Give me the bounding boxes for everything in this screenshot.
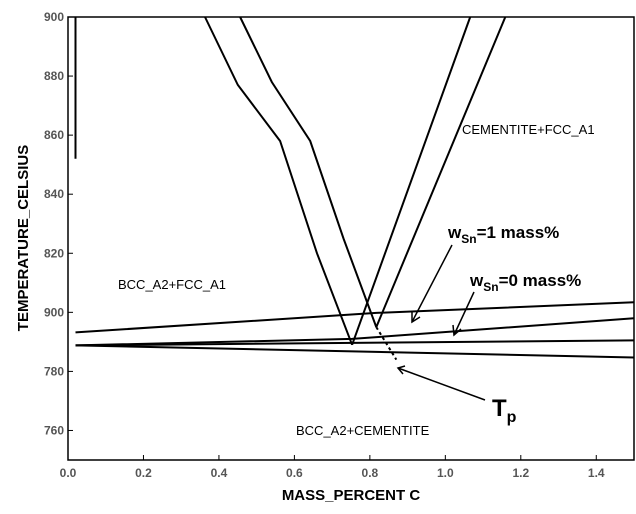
phase-boundary: [204, 16, 354, 346]
annotation: Tp: [492, 395, 517, 426]
x-tick-label: 0.8: [362, 466, 379, 480]
x-tick-label: 1.0: [437, 466, 454, 480]
y-tick-label: 760: [44, 423, 64, 437]
annotation-sub: Sn: [483, 280, 498, 294]
y-tick-label: 900: [44, 10, 64, 24]
x-axis-title: MASS_PERCENT C: [282, 487, 421, 504]
annotation-sub: p: [507, 409, 517, 426]
region-label: BCC_A2+FCC_A1: [118, 277, 226, 292]
phase-boundary: [75, 344, 635, 359]
phase-boundary: [351, 16, 472, 346]
annotation-text: w: [469, 271, 484, 290]
arrow: [453, 291, 475, 336]
annotation-text: =0 mass%: [499, 271, 582, 290]
annotation: wSn=1 mass%: [447, 223, 559, 246]
y-tick-label: 820: [44, 246, 64, 260]
annotation-text: T: [492, 395, 507, 422]
annotation-text: =1 mass%: [477, 223, 560, 242]
annotation-text: w: [447, 223, 462, 242]
x-tick-label: 0.2: [135, 466, 152, 480]
phase-boundary: [375, 16, 507, 328]
x-tick-label: 1.2: [512, 466, 529, 480]
y-axis-title: TEMPERATURE_CELSIUS: [15, 145, 32, 331]
phase-boundary: [75, 301, 635, 334]
region-label: BCC_A2+CEMENTITE: [296, 423, 430, 438]
arrow: [411, 244, 453, 323]
region-label: CEMENTITE+FCC_A1: [462, 122, 595, 137]
annotation-sub: Sn: [461, 232, 476, 246]
x-tick-label: 0.0: [60, 466, 77, 480]
y-tick-label: 860: [44, 128, 64, 142]
phase-boundary: [239, 16, 378, 328]
phase-boundary: [75, 317, 635, 347]
plot-frame: [67, 16, 635, 461]
x-tick-label: 1.4: [588, 466, 605, 480]
phase-boundary: [375, 326, 398, 361]
y-tick-label: 880: [44, 69, 64, 83]
x-tick-label: 0.4: [211, 466, 228, 480]
annotation: wSn=0 mass%: [469, 271, 581, 294]
arrow-head: [411, 312, 421, 324]
y-tick-label: 900: [44, 305, 64, 319]
y-tick-label: 840: [44, 187, 64, 201]
arrow: [397, 367, 486, 401]
x-tick-label: 0.6: [286, 466, 303, 480]
arrows: [396, 244, 486, 401]
arrow-head: [396, 365, 406, 375]
phase-boundary: [75, 339, 635, 347]
y-tick-label: 780: [44, 364, 64, 378]
